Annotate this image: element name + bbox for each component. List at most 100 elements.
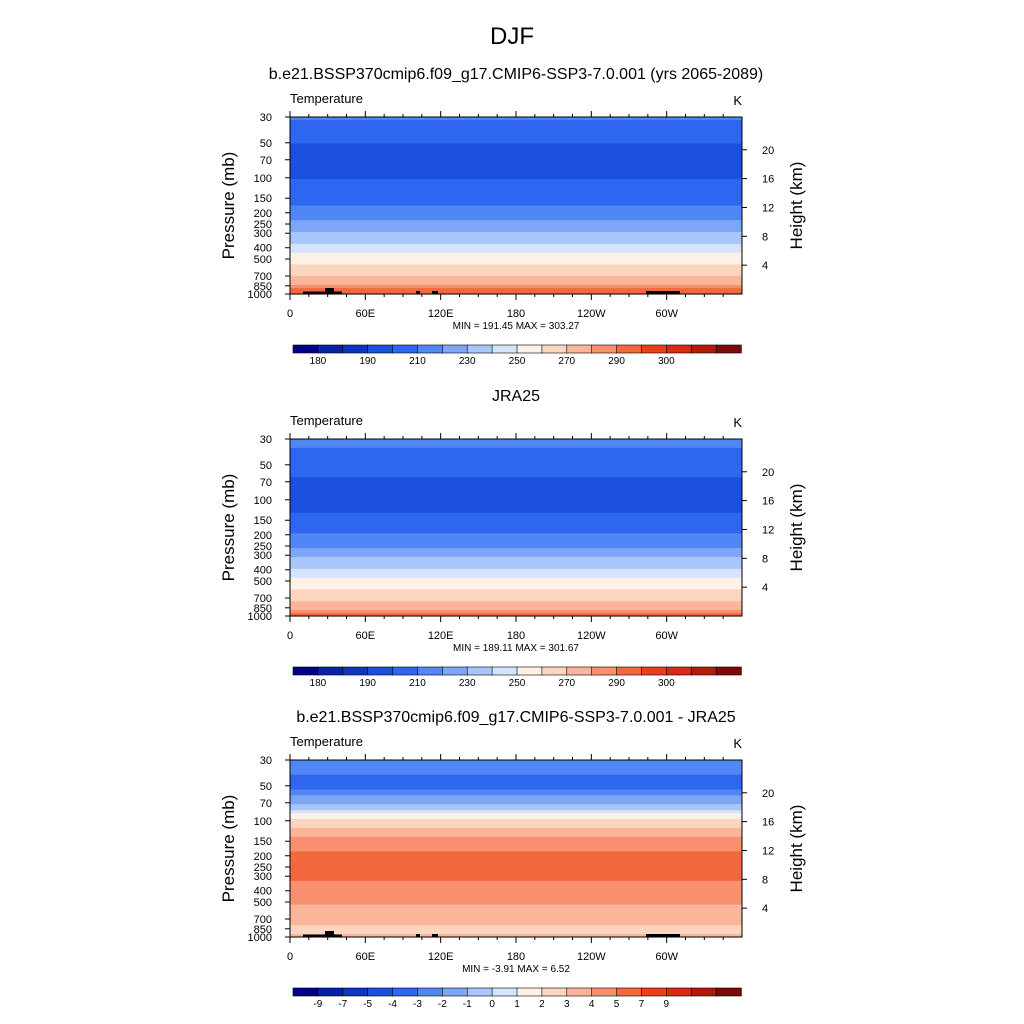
contour-band [290,910,742,914]
contour-band [290,125,742,130]
x-tick-label: 120W [577,630,606,642]
contour-band [290,439,742,443]
colorbar-label: -3 [413,999,422,1010]
contour-band [290,559,742,564]
x-tick-label: 180 [507,951,525,963]
x-tick-label: 60E [356,630,376,642]
contour-band [290,863,742,867]
contour-band [290,486,742,490]
contour-band [290,509,742,514]
colorbar-swatch [666,344,692,354]
colorbar-swatch [367,666,394,676]
contour-band [290,562,742,567]
contour-band [290,117,742,121]
contour-band [290,601,742,605]
y-right-tick-label: 16 [762,817,774,829]
y-tick-label: 500 [254,576,272,588]
x-tick-label: 60W [655,308,678,320]
y-axis-right-title: Height (km) [787,805,806,893]
contour-band [290,527,742,532]
contour-band [290,273,742,277]
units-label: K [733,736,742,751]
y-tick-label: 250 [254,862,272,874]
contour-band [290,444,742,449]
contour-band [290,465,742,470]
contour-band [290,875,742,879]
contour-band [290,164,742,168]
contour-band [290,574,742,579]
contour-band [290,521,742,526]
contour-band [290,857,742,861]
contour-band [290,925,742,929]
contour-band [290,512,742,517]
contour-band [290,199,742,204]
contour-band [290,237,742,242]
contour-band [290,285,742,289]
contour-band [290,845,742,850]
contour-band [290,798,742,802]
variable-label: Temperature [290,413,363,428]
contour-band [290,468,742,473]
colorbar-swatch [591,987,618,997]
y-right-tick-label: 12 [762,524,774,536]
contour-band [290,480,742,484]
contour-band [290,545,742,549]
y-right-tick-label: 8 [762,231,768,243]
colorbar-swatch [690,344,717,354]
colorbar-label: -4 [388,999,397,1010]
colorbar-label: 3 [564,999,570,1010]
contour-band [290,128,742,133]
contour-band [290,498,742,502]
colorbar-swatch [317,666,344,676]
contour-band [290,807,742,811]
contour-band [290,282,742,286]
topography-block [303,934,342,937]
contour-band [290,252,742,257]
y-tick-label: 30 [260,434,272,446]
y-right-tick-label: 8 [762,874,768,886]
y-tick-label: 850 [254,281,272,293]
colorbar-swatch [342,666,369,676]
contour-band [290,137,742,142]
colorbar-swatch [491,987,518,997]
contour-band [290,571,742,576]
contour-band [290,500,742,505]
y-tick-label: 30 [260,755,272,767]
colorbar-swatch [666,666,692,676]
x-tick-label: 0 [287,630,293,642]
contour-band [290,548,742,552]
contour-band [290,610,742,614]
contour-band [290,827,742,832]
contour-band [290,768,742,773]
colorbar-label: 270 [558,356,575,367]
x-tick-label: 60E [356,951,376,963]
contour-band [290,161,742,165]
y-tick-label: 400 [254,243,272,255]
contour-band [290,217,742,221]
colorbar-swatch [292,987,319,997]
colorbar-swatch [342,344,369,354]
contour-band [290,889,742,894]
contour-band [290,533,742,537]
contour-band [290,554,742,558]
x-tick-label: 120W [577,951,606,963]
contour-band [290,441,742,446]
colorbar-label: -9 [313,999,322,1010]
y-tick-label: 1000 [248,289,272,301]
y-tick-label: 400 [254,886,272,898]
colorbar-label: 300 [658,678,675,689]
contour-band [290,249,742,254]
contour-band [290,173,742,177]
contour-band [290,240,742,245]
contour-band [290,471,742,475]
y-tick-label: 500 [254,897,272,909]
y-tick-label: 500 [254,254,272,266]
contour-band [290,931,742,935]
contour-band [290,789,742,794]
colorbar-swatch [516,987,543,997]
colorbar-swatch [466,987,493,997]
colorbar-swatch [491,666,518,676]
contour-band [290,557,742,561]
panel-3: b.e21.BSSP370cmip6.f09_g17.CMIP6-SSP3-7.… [219,709,806,1010]
